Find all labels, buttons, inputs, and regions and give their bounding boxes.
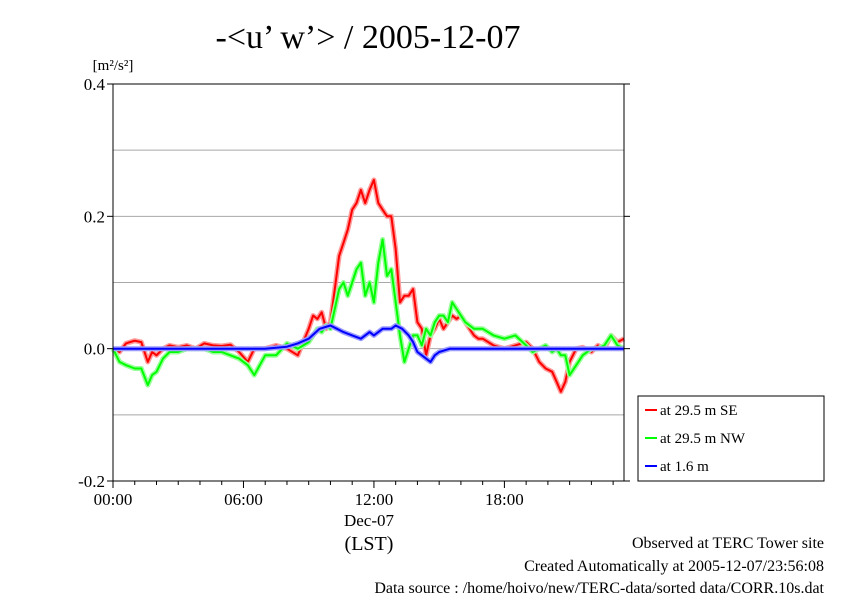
series-line (113, 324, 624, 363)
plot-frame (112, 83, 625, 482)
y-unit-label: [m²/s²] (93, 58, 134, 74)
x-axis: 00:00 06:00 12:00 18:00 (94, 481, 614, 509)
x-tick-label: 00:00 (94, 490, 133, 509)
x-date-label: Dec-07 (344, 511, 395, 530)
x-axis-label: (LST) (345, 533, 394, 555)
legend-label: at 29.5 m NW (660, 431, 746, 447)
legend-box (637, 395, 825, 482)
series-halo (110, 237, 626, 388)
footer-created: Created Automatically at 2005-12-07/23:5… (524, 558, 824, 575)
footer-source: Data source : /home/hoivo/new/TERC-data/… (374, 580, 824, 597)
chart-title: -<u’ w’> / 2005-12-07 (216, 19, 521, 56)
y-tick-label: -0.2 (78, 472, 105, 491)
legend-label: at 1.6 m (660, 459, 709, 475)
y-tick-label: 0.0 (84, 340, 105, 359)
series-group (110, 177, 626, 395)
y-axis: -0.2 0.0 0.2 0.4 (78, 75, 630, 491)
footer-observed: Observed at TERC Tower site (631, 535, 824, 552)
x-tick-label: 06:00 (224, 490, 263, 509)
series-line (112, 178, 625, 393)
series-line (112, 238, 625, 387)
x-tick-label: 18:00 (485, 490, 524, 509)
y-tick-label: 0.4 (84, 75, 106, 94)
legend: at 29.5 m SE at 29.5 m NW at 1.6 m (637, 395, 825, 482)
legend-label: at 29.5 m SE (660, 403, 738, 419)
y-tick-label: 0.2 (84, 207, 105, 226)
x-tick-label: 12:00 (355, 490, 394, 509)
